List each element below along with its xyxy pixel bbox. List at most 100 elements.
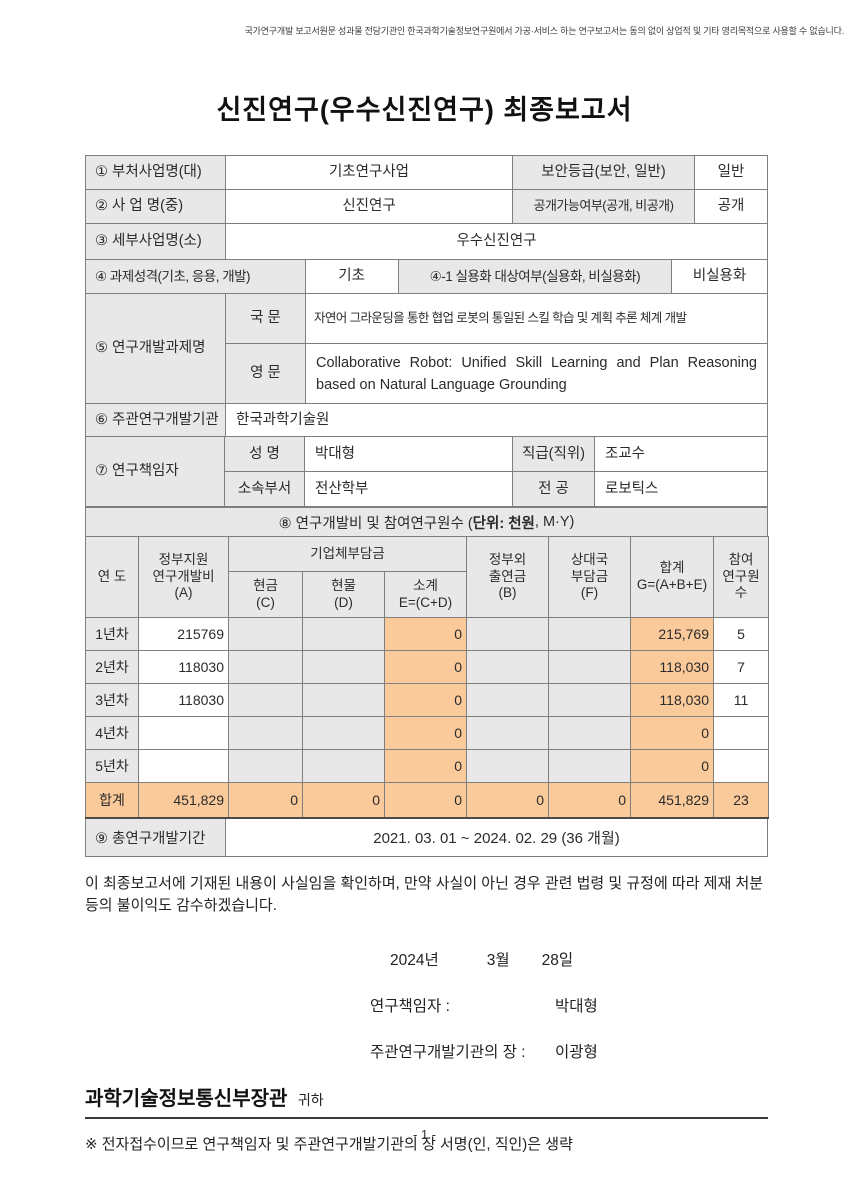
cell-total: 0 <box>630 716 714 750</box>
budget-row-year1: 1년차 215769 0 215,769 5 <box>85 617 769 651</box>
security-level-value: 일반 <box>695 156 768 190</box>
pi-name-label: 성 명 <box>225 437 305 472</box>
table-row: ⑤ 연구개발과제명 국 문 자연어 그라운딩을 통한 협업 로봇의 통일된 스킬… <box>86 294 768 404</box>
cell-year: 1년차 <box>85 617 139 651</box>
budget-title-suffix: , M·Y) <box>534 514 575 530</box>
cell-outside: 0 <box>466 782 549 819</box>
english-title-label: 영 문 <box>226 344 306 404</box>
budget-section-header: ⑧ 연구개발비 및 참여연구원수 (단위: 천원, M·Y) <box>85 507 768 536</box>
table-row: ① 부처사업명(대) 기초연구사업 보안등급(보안, 일반) 일반 <box>86 156 768 190</box>
cell-members: 23 <box>713 782 769 819</box>
cell-total: 451,829 <box>630 782 714 819</box>
header-cash: 현금 (C) <box>228 571 303 618</box>
cell-subtotal: 0 <box>384 617 467 651</box>
table-subrow: 국 문 자연어 그라운딩을 통한 협업 로봇의 통일된 스킬 학습 및 계획 추… <box>226 294 768 344</box>
recipient-line: 과학기술정보통신부장관 귀하 <box>85 1082 768 1119</box>
table-row: ⑦ 연구책임자 성 명 박대형 직급(직위) 조교수 소속부서 전산학부 전 공… <box>86 437 768 507</box>
table-row: ④ 과제성격(기초, 응용, 개발) 기초 ④-1 실용화 대상여부(실용화, … <box>86 260 768 294</box>
subprogram-label: ③ 세부사업명(소) <box>86 224 226 260</box>
cell-total: 118,030 <box>630 650 714 684</box>
disclosure-label: 공개가능여부(공개, 비공개) <box>513 190 695 224</box>
dept-program-label: ① 부처사업명(대) <box>86 156 226 190</box>
budget-header-row: 연 도 정부지원 연구개발비 (A) 기업체부담금 정부외 출연금 (B) 상대… <box>85 536 769 618</box>
cell-partner: 0 <box>548 782 631 819</box>
header-nongov-contribution: 정부외 출연금 (B) <box>466 536 549 618</box>
cell-outside <box>466 749 549 783</box>
cell-partner <box>548 683 631 717</box>
korean-title-label: 국 문 <box>226 294 306 344</box>
project-period-row: ⑨ 총연구개발기간 2021. 03. 01 ~ 2024. 02. 29 (3… <box>85 818 768 857</box>
header-total: 합계 G=(A+B+E) <box>630 536 714 618</box>
page-title: 신진연구(우수신진연구) 최종보고서 <box>216 95 633 125</box>
cell-total: 215,769 <box>630 617 714 651</box>
pi-department-value: 전산학부 <box>305 472 513 507</box>
cell-partner <box>548 617 631 651</box>
cell-cash <box>228 683 303 717</box>
cell-inkind: 0 <box>302 782 385 819</box>
project-type-value: 기초 <box>305 260 399 294</box>
project-period-label: ⑨ 총연구개발기간 <box>86 818 226 856</box>
budget-row-total: 합계 451,829 0 0 0 0 0 451,829 23 <box>85 782 769 819</box>
cell-inkind <box>302 650 385 684</box>
page-number: - 1 - <box>412 1127 437 1142</box>
cell-outside <box>466 716 549 750</box>
table-subrow: 소속부서 전산학부 전 공 로보틱스 <box>225 472 768 507</box>
principal-investigator-group: 성 명 박대형 직급(직위) 조교수 소속부서 전산학부 전 공 로보틱스 <box>225 437 768 507</box>
cell-gov <box>138 716 229 750</box>
pi-signature-name: 박대형 <box>555 997 598 1015</box>
cell-subtotal: 0 <box>384 782 467 819</box>
cell-members <box>713 716 769 750</box>
table-row: ⑥ 주관연구개발기관 한국과학기술원 <box>86 404 768 437</box>
project-title-group: 국 문 자연어 그라운딩을 통한 협업 로봇의 통일된 스킬 학습 및 계획 추… <box>226 294 768 404</box>
electronic-submission-note: ※ 전자접수이므로 연구책임자 및 주관연구개발기관의 장 서명(인, 직인)은… <box>85 1135 573 1153</box>
report-body: ① 부처사업명(대) 기초연구사업 보안등급(보안, 일반) 일반 ② 사 업 … <box>85 155 769 1154</box>
pi-name-value: 박대형 <box>305 437 513 472</box>
budget-table: 연 도 정부지원 연구개발비 (A) 기업체부담금 정부외 출연금 (B) 상대… <box>85 536 769 819</box>
program-name-label: ② 사 업 명(중) <box>86 190 226 224</box>
budget-row-year5: 5년차 0 0 <box>85 749 769 783</box>
subprogram-value: 우수신진연구 <box>226 224 768 260</box>
program-name-value: 신진연구 <box>226 190 513 224</box>
cell-gov <box>138 749 229 783</box>
pi-major-label: 전 공 <box>513 472 595 507</box>
budget-row-year2: 2년차 118030 0 118,030 7 <box>85 650 769 684</box>
cell-gov: 451,829 <box>138 782 229 819</box>
pi-department-label: 소속부서 <box>225 472 305 507</box>
date-month: 3월 <box>486 951 510 969</box>
cell-subtotal: 0 <box>384 716 467 750</box>
cell-subtotal: 0 <box>384 749 467 783</box>
principal-investigator-label: ⑦ 연구책임자 <box>86 437 225 507</box>
header-inkind: 현물 (D) <box>302 571 385 618</box>
lead-institution-label: ⑥ 주관연구개발기관 <box>86 404 226 437</box>
project-title-label: ⑤ 연구개발과제명 <box>86 294 226 404</box>
table-row: ③ 세부사업명(소) 우수신진연구 <box>86 224 768 260</box>
budget-row-year3: 3년차 118030 0 118,030 11 <box>85 683 769 717</box>
institution-head-signature-line: 주관연구개발기관의 장 : 이광형 <box>370 1040 768 1062</box>
header-gov-funding: 정부지원 연구개발비 (A) <box>138 536 229 618</box>
table-row: ② 사 업 명(중) 신진연구 공개가능여부(공개, 비공개) 공개 <box>86 190 768 224</box>
cell-inkind <box>302 749 385 783</box>
disclosure-value: 공개 <box>695 190 768 224</box>
cell-gov: 118030 <box>138 650 229 684</box>
pi-signature-label: 연구책임자 : <box>370 997 450 1015</box>
project-period-value: 2021. 03. 01 ~ 2024. 02. 29 (36 개월) <box>373 829 620 847</box>
cell-inkind <box>302 716 385 750</box>
budget-subheader-row: 현금 (C) 현물 (D) 소계 E=(C+D) <box>86 571 769 618</box>
commercialization-label: ④-1 실용화 대상여부(실용화, 비실용화) <box>398 260 673 294</box>
cell-cash <box>228 650 303 684</box>
budget-row-year4: 4년차 0 0 <box>85 716 769 750</box>
cell-total: 0 <box>630 749 714 783</box>
cell-outside <box>466 617 549 651</box>
cell-year: 4년차 <box>85 716 139 750</box>
commercialization-value: 비실용화 <box>672 260 768 294</box>
cell-cash <box>228 716 303 750</box>
pi-major-value: 로보틱스 <box>595 472 768 507</box>
security-level-label: 보안등급(보안, 일반) <box>513 156 695 190</box>
date-day: 28일 <box>541 951 574 969</box>
cell-cash <box>228 617 303 651</box>
pi-position-label: 직급(직위) <box>513 437 595 472</box>
cell-year: 5년차 <box>85 749 139 783</box>
cell-subtotal: 0 <box>384 650 467 684</box>
table-subrow: 성 명 박대형 직급(직위) 조교수 <box>225 437 768 472</box>
cell-year: 합계 <box>85 782 139 819</box>
